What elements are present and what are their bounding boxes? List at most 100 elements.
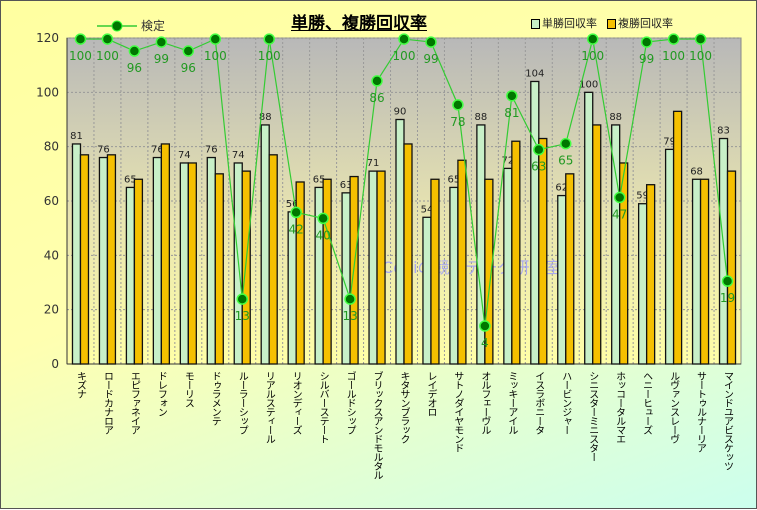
legend-label: 単勝回収率 bbox=[542, 17, 597, 30]
kentei-value-label: 100 bbox=[96, 49, 119, 63]
bar-value-label: 63 bbox=[340, 180, 353, 191]
bar-value-label: 62 bbox=[555, 183, 568, 194]
bar-place bbox=[538, 137, 548, 365]
x-tick-label: ルヴァンスレーヴ bbox=[667, 371, 679, 443]
bar-place bbox=[457, 159, 467, 365]
bar-place bbox=[699, 178, 710, 365]
kentei-point bbox=[506, 90, 518, 102]
x-tick-label: ドレフォン bbox=[155, 371, 167, 416]
bar-place bbox=[403, 143, 413, 365]
kentei-point bbox=[560, 137, 572, 150]
bar-value-label: 76 bbox=[205, 145, 218, 156]
x-tick-label: サトノダイヤモンド bbox=[451, 371, 463, 452]
kentei-point bbox=[182, 45, 195, 57]
kentei-point bbox=[101, 33, 114, 45]
y-tick-label: 0 bbox=[51, 357, 59, 371]
bar-value-label: 104 bbox=[525, 68, 544, 79]
bar-win bbox=[584, 91, 594, 365]
x-tick-label: ドゥラメンテ bbox=[209, 371, 221, 425]
bar-win bbox=[718, 137, 729, 365]
bar-value-label: 76 bbox=[151, 145, 164, 156]
kentei-value-label: 81 bbox=[504, 106, 519, 120]
bar-value-label: 88 bbox=[609, 112, 622, 123]
y-tick-label: 120 bbox=[36, 31, 59, 45]
bar-value-label: 65 bbox=[124, 174, 137, 185]
x-tick-label: ホッコータルマエ bbox=[613, 371, 625, 443]
bar-place bbox=[376, 170, 386, 365]
bar-value-label: 79 bbox=[663, 136, 676, 147]
kentei-value-label: 78 bbox=[450, 115, 465, 129]
kentei-point bbox=[155, 36, 168, 48]
kentei-point bbox=[452, 99, 464, 111]
kentei-value-label: 65 bbox=[558, 154, 573, 168]
bar-place bbox=[430, 178, 440, 365]
bar-win bbox=[71, 143, 82, 365]
bar-win bbox=[449, 186, 459, 365]
bar-place bbox=[106, 154, 117, 365]
bar-place bbox=[322, 178, 332, 365]
bar-win bbox=[691, 178, 702, 365]
y-tick-label: 80 bbox=[44, 140, 59, 154]
bar-place bbox=[565, 173, 575, 365]
bar-value-label: 76 bbox=[97, 145, 110, 156]
kentei-point bbox=[721, 275, 734, 287]
bar-place bbox=[133, 178, 144, 365]
x-tick-label: イスラボニータ bbox=[532, 371, 544, 434]
kentei-value-label: 96 bbox=[127, 61, 142, 75]
y-tick-label: 60 bbox=[44, 194, 59, 208]
kentei-point bbox=[263, 33, 275, 45]
x-tick-label: キタサンブラック bbox=[398, 371, 409, 443]
bar-value-label: 81 bbox=[70, 131, 83, 142]
bar-win bbox=[260, 124, 270, 365]
chart-title: 単勝、複勝回収率 bbox=[291, 14, 427, 34]
bar-value-label: 100 bbox=[579, 79, 598, 90]
kentei-value-label: 100 bbox=[689, 49, 712, 63]
bar-place bbox=[511, 140, 521, 365]
kentei-value-label: 100 bbox=[393, 49, 416, 63]
legend-line-icon bbox=[97, 20, 137, 31]
kentei-value-label: 100 bbox=[69, 49, 92, 63]
kentei-value-label: 96 bbox=[181, 61, 196, 75]
kentei-value-label: 4 bbox=[481, 336, 489, 350]
bar-place bbox=[726, 170, 737, 365]
legend-label: 検定 bbox=[141, 19, 166, 33]
bar-value-label: 74 bbox=[232, 150, 245, 161]
kentei-point bbox=[479, 320, 491, 332]
kentei-point bbox=[209, 33, 222, 45]
y-tick-label: 100 bbox=[36, 85, 59, 99]
kentei-value-label: 99 bbox=[154, 52, 169, 66]
kentei-value-label: 13 bbox=[235, 309, 250, 323]
kentei-value-label: 40 bbox=[315, 228, 330, 242]
kentei-value-label: 42 bbox=[289, 222, 304, 236]
legend-label: 複勝回収率 bbox=[618, 17, 673, 30]
bar-place bbox=[484, 178, 494, 365]
kentei-point bbox=[128, 45, 141, 57]
x-tick-label: エピファネイア bbox=[128, 371, 140, 434]
legend-swatch bbox=[531, 19, 540, 29]
bar-value-label: 59 bbox=[636, 191, 649, 202]
kentei-point bbox=[344, 293, 356, 305]
kentei-point bbox=[586, 33, 599, 45]
kentei-point bbox=[398, 33, 410, 45]
x-tick-label: マインドユアビスケッツ bbox=[721, 371, 733, 470]
legend-bars: 単勝回収率 複勝回収率 bbox=[531, 15, 673, 31]
x-tick-label: シニスターミニスター bbox=[586, 371, 598, 461]
bar-value-label: 56 bbox=[286, 199, 299, 210]
legend-swatch bbox=[607, 19, 616, 29]
kentei-point bbox=[640, 36, 653, 48]
x-tick-label: リアルスティール bbox=[263, 371, 275, 443]
kentei-value-label: 47 bbox=[612, 207, 627, 221]
bar-win bbox=[557, 194, 567, 365]
bar-place bbox=[160, 143, 171, 365]
bar-win bbox=[503, 167, 513, 365]
bar-place bbox=[79, 154, 90, 365]
x-tick-label: ハービンジャー bbox=[559, 371, 571, 434]
x-tick-label: サートゥルナーリア bbox=[694, 371, 706, 452]
bar-place bbox=[214, 173, 224, 365]
bar-place bbox=[241, 170, 251, 365]
bar-place bbox=[672, 110, 683, 365]
kentei-point bbox=[74, 33, 87, 45]
y-tick-label: 20 bbox=[44, 303, 59, 317]
bar-value-label: 72 bbox=[501, 155, 514, 166]
